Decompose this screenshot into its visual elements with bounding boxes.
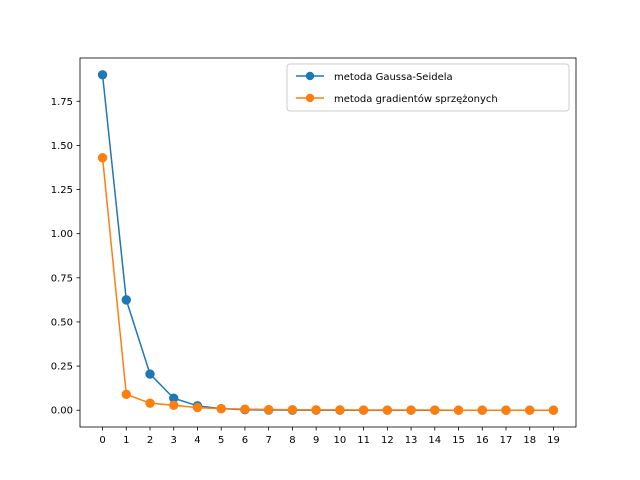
series-1-point xyxy=(335,405,345,415)
y-tick-label: 0.75 xyxy=(51,273,73,284)
series-1-point xyxy=(145,398,155,408)
x-axis: 0 1 2 3 4 5 6 7 8 9 10 11 12 13 14 15 16 17 18 19 xyxy=(99,427,560,446)
series-1-point xyxy=(216,403,226,414)
y-tick-label: 1.00 xyxy=(51,229,73,240)
x-tick-label: 11 xyxy=(357,435,370,446)
legend-box xyxy=(286,63,570,112)
y-tick-label: 0.00 xyxy=(51,406,73,417)
x-tick-label: 1 xyxy=(123,435,129,446)
x-tick-label: 16 xyxy=(476,435,489,446)
x-tick-label: 6 xyxy=(242,435,248,446)
series-1-point xyxy=(169,400,179,410)
x-tick-label: 13 xyxy=(405,435,418,446)
series-1-point xyxy=(97,153,108,163)
axes-frame xyxy=(79,57,577,428)
y-tick-label: 1.75 xyxy=(51,97,73,108)
series-1-point xyxy=(525,405,535,415)
series-0-point xyxy=(145,369,155,379)
legend: metoda Gaussa-Seidela metoda gradientów s… xyxy=(286,63,570,112)
series-1-point xyxy=(453,405,464,415)
series-1-point xyxy=(406,405,416,415)
x-tick-label: 17 xyxy=(500,435,513,446)
x-tick-label: 12 xyxy=(381,435,394,446)
series-0-point xyxy=(121,295,131,305)
series-1-point xyxy=(287,404,298,415)
x-tick-label: 2 xyxy=(147,435,153,446)
x-tick-label: 3 xyxy=(171,435,177,446)
series-1-point xyxy=(263,404,274,415)
plot-area xyxy=(97,70,559,415)
legend-marker-1 xyxy=(305,93,315,103)
y-tick-label: 1.50 xyxy=(51,141,73,152)
x-tick-label: 5 xyxy=(218,435,224,446)
legend-marker-0 xyxy=(305,71,315,81)
y-tick-label: 0.25 xyxy=(51,362,73,373)
series-1-point xyxy=(477,405,487,415)
x-tick-label: 8 xyxy=(289,435,295,446)
y-tick-label: 0.50 xyxy=(51,317,73,328)
series-1-point xyxy=(121,389,131,400)
legend-label-1: metoda gradientów sprzężonych xyxy=(334,93,498,105)
x-tick-label: 19 xyxy=(547,435,560,446)
x-tick-label: 10 xyxy=(333,435,346,446)
series-1-point xyxy=(358,405,369,415)
series-0-point xyxy=(97,70,108,80)
series-1-point xyxy=(311,405,321,415)
series-1-point xyxy=(548,405,559,415)
x-tick-label: 0 xyxy=(99,435,105,446)
x-tick-label: 7 xyxy=(265,435,271,446)
x-tick-label: 18 xyxy=(523,435,536,446)
series-1-point xyxy=(382,405,393,415)
series-1-point xyxy=(240,404,250,414)
x-tick-label: 14 xyxy=(428,435,441,446)
series-1-point xyxy=(192,402,203,413)
x-tick-label: 9 xyxy=(313,435,319,446)
y-axis: 0.00 0.25 0.50 0.75 1.00 1.25 1.50 1.75 xyxy=(51,97,80,417)
legend-label-0: metoda Gaussa-Seidela xyxy=(334,72,453,83)
series-1-point xyxy=(501,405,511,415)
x-tick-label: 15 xyxy=(452,435,465,446)
x-tick-label: 4 xyxy=(194,435,200,446)
y-tick-label: 1.25 xyxy=(51,185,73,196)
series-1-point xyxy=(430,405,440,415)
